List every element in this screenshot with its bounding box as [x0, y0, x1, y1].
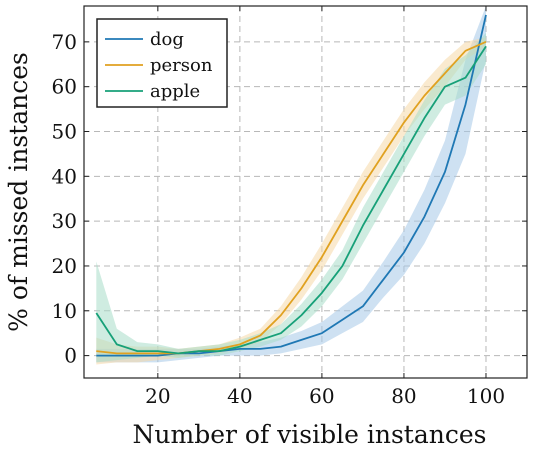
legend-label-dog: dog [150, 29, 184, 50]
x-axis-title: Number of visible instances [133, 420, 487, 449]
series-line-apple [95, 45, 487, 355]
y-tick-label: 30 [52, 209, 77, 233]
y-tick-label: 60 [52, 75, 77, 99]
x-tick-label: 100 [467, 384, 505, 408]
legend: dog person apple [96, 18, 228, 108]
x-tick-label: 80 [391, 384, 416, 408]
x-tick-label: 20 [145, 384, 170, 408]
legend-label-apple: apple [150, 81, 200, 102]
series-line-dog [96, 14, 487, 357]
y-tick-label: 70 [52, 30, 77, 54]
y-tick-label: 10 [52, 299, 77, 323]
y-tick-label: 40 [52, 164, 77, 188]
y-axis-title: % of missed instances [4, 52, 33, 332]
y-tick-label: 20 [52, 254, 77, 278]
series-lines [95, 14, 487, 357]
legend-label-person: person [150, 55, 213, 76]
legend-box [96, 18, 228, 108]
plot-area-frame [83, 5, 528, 379]
axis-ticks: 20 40 60 80 100 0 10 20 30 40 50 60 70 [52, 6, 527, 408]
y-tick-label: 50 [52, 119, 77, 143]
series-line-person [96, 41, 487, 355]
y-tick-label: 0 [64, 344, 77, 368]
x-tick-label: 60 [309, 384, 334, 408]
x-tick-label: 40 [227, 384, 252, 408]
